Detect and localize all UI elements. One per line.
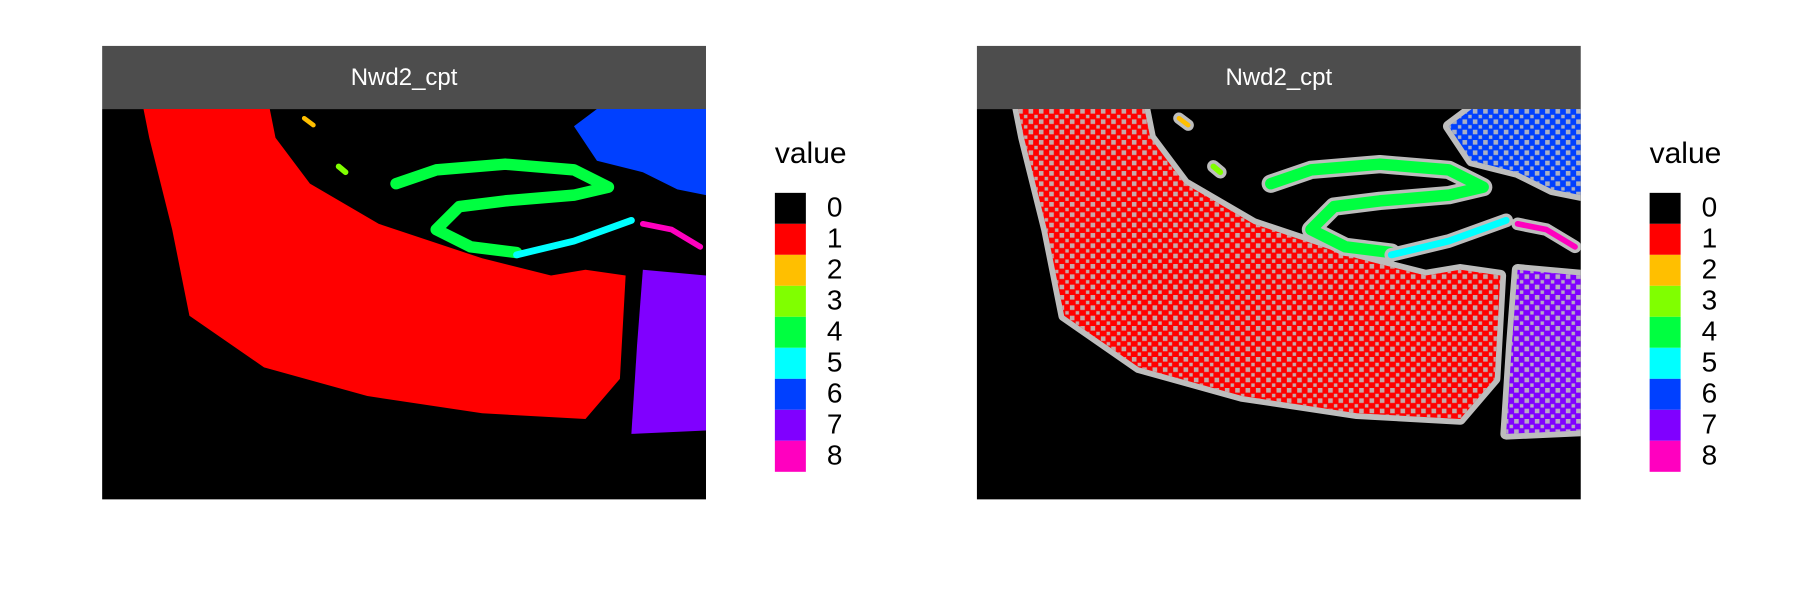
region-overlay	[1448, 109, 1581, 196]
legend-label: 8	[827, 440, 843, 471]
panel-title: Nwd2_cpt	[1225, 64, 1332, 91]
legend-key	[774, 223, 806, 255]
legend-key	[1649, 316, 1681, 348]
region	[1514, 220, 1578, 250]
legend-label: 4	[1702, 316, 1718, 347]
region	[631, 269, 706, 434]
legend-key	[774, 347, 806, 379]
region-overlay	[1506, 269, 1581, 434]
region-layer	[143, 109, 706, 434]
legend-title: value	[775, 137, 847, 170]
strip	[102, 45, 706, 110]
region	[1176, 115, 1191, 128]
legend-key	[774, 409, 806, 441]
legend-label: 5	[827, 347, 843, 378]
legend-label: 7	[1702, 409, 1718, 440]
legend-key	[1649, 254, 1681, 286]
region	[301, 115, 316, 128]
legend-key	[1649, 440, 1681, 472]
legend-label: 6	[827, 378, 843, 409]
legend-label: 2	[827, 254, 843, 285]
region	[335, 163, 349, 176]
legend-label: 2	[1702, 254, 1718, 285]
legend-title: value	[1650, 137, 1722, 170]
region-overlay	[1018, 109, 1501, 420]
legend-key	[1649, 347, 1681, 379]
legend-label: 5	[1702, 347, 1718, 378]
region-layer	[1012, 109, 1581, 440]
region	[639, 220, 704, 250]
legend-label: 3	[827, 285, 843, 316]
legend-key	[774, 192, 806, 224]
legend-key	[1649, 378, 1681, 410]
legend-key	[774, 285, 806, 317]
strip	[976, 45, 1581, 110]
legend-key	[774, 378, 806, 410]
regions	[1012, 109, 1581, 440]
region	[1210, 163, 1224, 176]
legend-label: 3	[1702, 285, 1718, 316]
region	[1265, 158, 1489, 259]
region	[1387, 216, 1510, 259]
legend-key	[1649, 223, 1681, 255]
legend-label: 6	[1702, 378, 1718, 409]
legend-label: 8	[1702, 440, 1718, 471]
legend-label: 1	[1702, 223, 1718, 254]
legend-label: 0	[827, 192, 843, 223]
region	[573, 109, 706, 196]
legend-label: 4	[827, 316, 843, 347]
legend-key	[774, 254, 806, 286]
legend-key	[774, 316, 806, 348]
legend-key	[774, 440, 806, 472]
legend-key	[1649, 409, 1681, 441]
regions	[143, 109, 706, 434]
legend-label: 0	[1702, 192, 1718, 223]
legend-key	[1649, 285, 1681, 317]
legend-key	[1649, 192, 1681, 224]
legend-label: 1	[827, 223, 843, 254]
legend-label: 7	[827, 409, 843, 440]
panel-title: Nwd2_cpt	[351, 64, 458, 91]
region	[513, 216, 635, 259]
region	[390, 158, 615, 259]
region	[143, 109, 626, 420]
